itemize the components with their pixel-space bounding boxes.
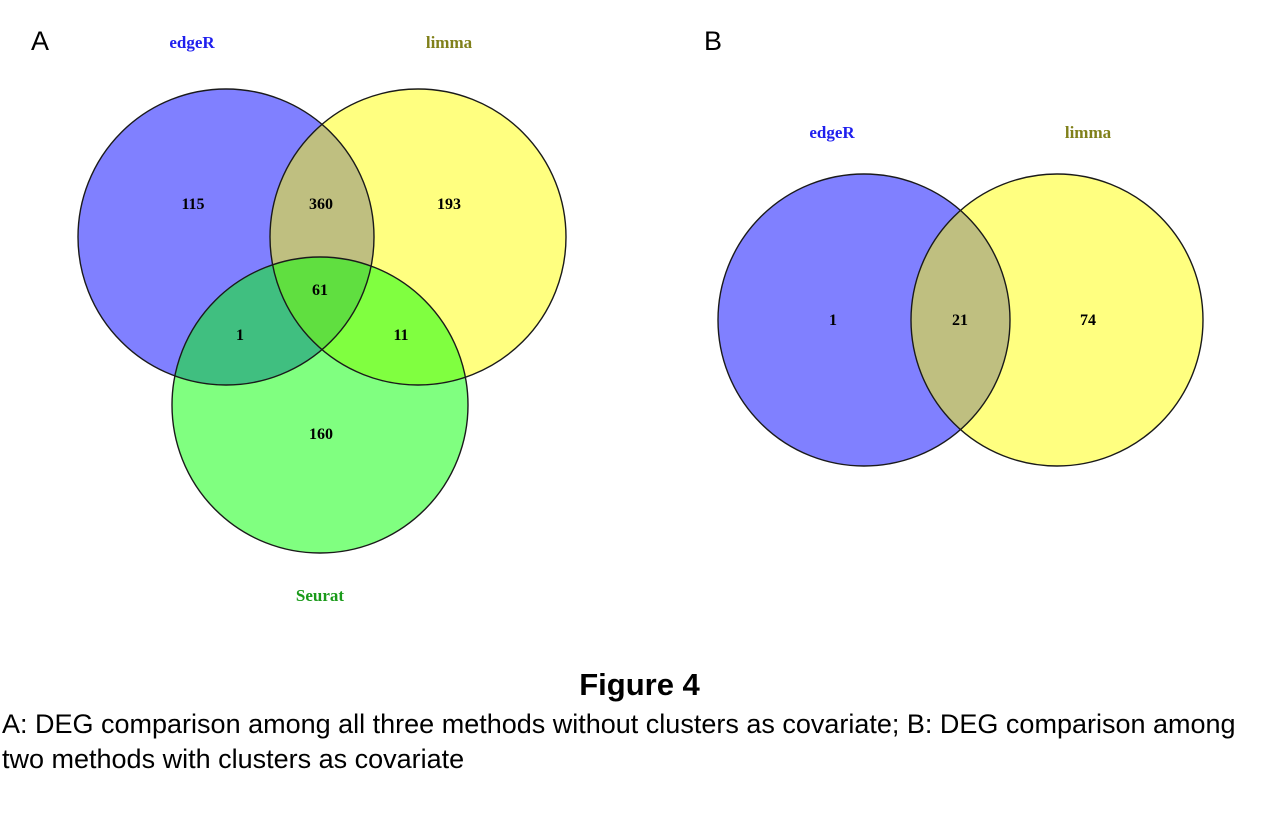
- count-limma-seurat: 11: [393, 327, 408, 344]
- count-edger-only: 115: [181, 196, 204, 213]
- count-all-three: 61: [312, 282, 328, 299]
- count-edger-limma-b: 21: [952, 312, 968, 329]
- seurat-circle-outline: [171, 256, 469, 554]
- count-limma-only-b: 74: [1080, 312, 1096, 329]
- edger-circle-outline: [77, 88, 375, 386]
- figure-title: Figure 4: [579, 667, 700, 702]
- figure-caption: A: DEG comparison among all three method…: [2, 709, 1236, 774]
- count-limma-only: 193: [437, 196, 461, 213]
- set-label-edger-b: edgeR: [809, 123, 855, 142]
- set-label-edger: edgeR: [169, 33, 215, 52]
- edger-circle-outline-b: [717, 173, 1011, 467]
- limma-circle-outline-b: [910, 173, 1204, 467]
- limma-seurat-overlap: [270, 257, 468, 385]
- panel-a-letter: A: [31, 26, 49, 56]
- panel-b-letter: B: [704, 26, 722, 56]
- set-label-limma: limma: [426, 33, 473, 52]
- set-label-seurat: Seurat: [296, 586, 345, 605]
- count-edger-seurat: 1: [236, 327, 244, 344]
- set-label-limma-b: limma: [1065, 123, 1112, 142]
- count-edger-only-b: 1: [829, 312, 837, 329]
- count-seurat-only: 160: [309, 426, 333, 443]
- limma-circle-outline: [269, 88, 567, 386]
- venn-panel-b: B edgeR limma 1 21 74: [704, 26, 1204, 467]
- count-edger-limma: 360: [309, 196, 333, 213]
- edger-limma-overlap-b: [911, 174, 1010, 466]
- venn-panel-a: A edgeR limma Seurat 115 360: [31, 26, 567, 605]
- edger-seurat-overlap: [172, 257, 374, 385]
